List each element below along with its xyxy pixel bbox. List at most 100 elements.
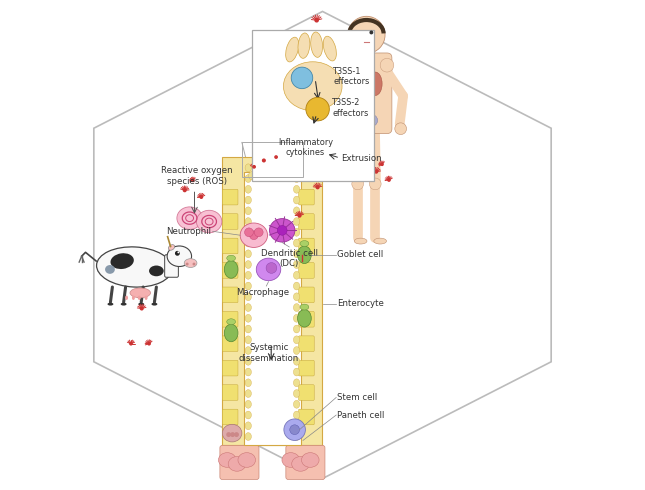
Text: Stem cell: Stem cell [337, 393, 377, 402]
Ellipse shape [293, 379, 300, 387]
Ellipse shape [245, 390, 252, 397]
Ellipse shape [362, 123, 370, 130]
Ellipse shape [293, 271, 300, 279]
Ellipse shape [293, 368, 300, 376]
Ellipse shape [138, 295, 141, 300]
Ellipse shape [301, 453, 319, 467]
Ellipse shape [245, 185, 252, 193]
Ellipse shape [286, 37, 299, 62]
Circle shape [395, 123, 406, 135]
Circle shape [315, 19, 318, 22]
Ellipse shape [284, 172, 290, 179]
Text: Enterocyte: Enterocyte [337, 299, 384, 308]
Ellipse shape [292, 67, 313, 89]
Ellipse shape [293, 411, 300, 419]
FancyBboxPatch shape [223, 287, 238, 303]
Text: Goblet cell: Goblet cell [337, 250, 383, 259]
Ellipse shape [290, 425, 299, 435]
Circle shape [230, 432, 235, 437]
Ellipse shape [177, 207, 203, 229]
FancyBboxPatch shape [223, 312, 238, 327]
Ellipse shape [250, 231, 258, 240]
FancyBboxPatch shape [164, 255, 179, 277]
Ellipse shape [245, 346, 252, 354]
Ellipse shape [353, 123, 380, 135]
FancyBboxPatch shape [299, 385, 314, 400]
Ellipse shape [300, 304, 309, 310]
Ellipse shape [121, 303, 126, 306]
FancyBboxPatch shape [223, 385, 238, 400]
Ellipse shape [245, 422, 252, 430]
Text: T3SS-1
effectors: T3SS-1 effectors [333, 67, 370, 86]
Ellipse shape [293, 228, 300, 236]
Ellipse shape [345, 32, 349, 38]
Ellipse shape [283, 62, 342, 111]
Circle shape [234, 432, 239, 437]
Circle shape [298, 214, 301, 217]
Ellipse shape [245, 174, 252, 182]
Ellipse shape [245, 379, 252, 387]
Ellipse shape [245, 325, 252, 333]
Ellipse shape [368, 72, 382, 96]
Circle shape [192, 263, 195, 266]
Ellipse shape [270, 219, 295, 242]
Polygon shape [244, 172, 301, 445]
Circle shape [177, 251, 179, 253]
FancyBboxPatch shape [223, 214, 238, 229]
Ellipse shape [354, 238, 367, 244]
FancyBboxPatch shape [299, 312, 314, 327]
Ellipse shape [130, 288, 150, 298]
FancyBboxPatch shape [299, 263, 314, 278]
FancyBboxPatch shape [220, 445, 259, 480]
Ellipse shape [138, 303, 144, 306]
Ellipse shape [293, 433, 300, 441]
FancyBboxPatch shape [223, 336, 238, 351]
Ellipse shape [293, 282, 300, 290]
Ellipse shape [245, 207, 252, 215]
Ellipse shape [311, 32, 322, 57]
Ellipse shape [245, 282, 252, 290]
Circle shape [388, 179, 390, 181]
Circle shape [352, 178, 364, 190]
FancyBboxPatch shape [299, 287, 314, 303]
Circle shape [148, 343, 150, 345]
Ellipse shape [245, 250, 252, 258]
Circle shape [370, 178, 381, 190]
Ellipse shape [245, 336, 252, 343]
FancyBboxPatch shape [341, 53, 392, 134]
Ellipse shape [149, 266, 164, 276]
Ellipse shape [293, 400, 300, 408]
Ellipse shape [245, 228, 252, 236]
Ellipse shape [357, 103, 368, 114]
Ellipse shape [168, 245, 175, 250]
Ellipse shape [245, 368, 252, 376]
Ellipse shape [275, 172, 281, 179]
Ellipse shape [227, 255, 235, 261]
Ellipse shape [256, 258, 281, 281]
Ellipse shape [293, 185, 300, 193]
FancyBboxPatch shape [223, 409, 238, 425]
Ellipse shape [293, 239, 300, 247]
Ellipse shape [245, 271, 252, 279]
Ellipse shape [293, 218, 300, 225]
Ellipse shape [167, 246, 192, 267]
Ellipse shape [219, 453, 236, 467]
Ellipse shape [293, 422, 300, 430]
Circle shape [381, 163, 383, 166]
Ellipse shape [300, 241, 309, 246]
Text: Extrusion: Extrusion [341, 153, 382, 163]
Ellipse shape [266, 263, 277, 273]
Ellipse shape [293, 346, 300, 354]
Text: Macrophage: Macrophage [236, 288, 290, 296]
Ellipse shape [245, 261, 252, 269]
Ellipse shape [293, 164, 300, 171]
Ellipse shape [293, 304, 300, 312]
Text: Dendritic cell
(DC): Dendritic cell (DC) [261, 249, 318, 269]
Circle shape [253, 166, 255, 168]
Circle shape [370, 30, 373, 34]
FancyBboxPatch shape [299, 360, 314, 376]
Ellipse shape [293, 325, 300, 333]
Ellipse shape [245, 239, 252, 247]
Ellipse shape [298, 33, 310, 58]
Text: Systemic
dissemination: Systemic dissemination [239, 343, 299, 363]
